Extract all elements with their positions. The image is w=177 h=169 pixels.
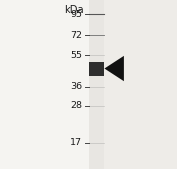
Text: 72: 72 xyxy=(70,31,82,40)
Text: 95: 95 xyxy=(70,10,82,19)
Text: kDa: kDa xyxy=(64,5,84,15)
Bar xyxy=(104,0,177,169)
Polygon shape xyxy=(104,56,124,81)
Bar xyxy=(89,0,104,169)
Bar xyxy=(89,62,104,76)
Text: 36: 36 xyxy=(70,82,82,91)
Text: 55: 55 xyxy=(70,51,82,60)
Text: 28: 28 xyxy=(70,101,82,110)
Text: 17: 17 xyxy=(70,138,82,148)
